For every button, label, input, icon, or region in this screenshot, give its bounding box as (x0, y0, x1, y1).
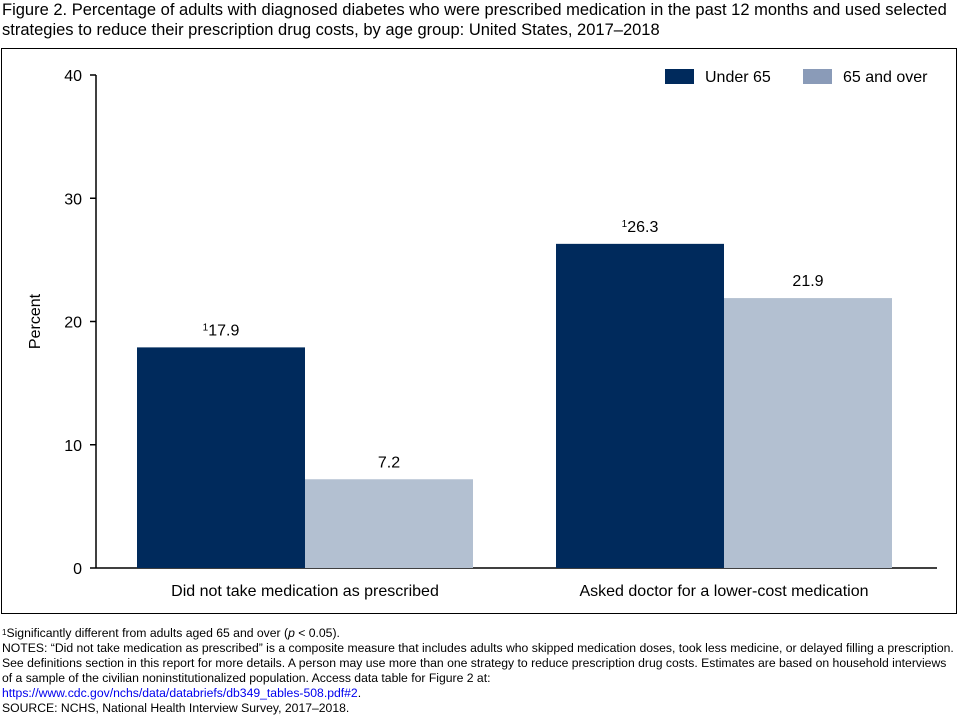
significance-marker: 1 (203, 322, 209, 333)
legend-swatch (803, 69, 832, 84)
y-tick-label: 40 (64, 68, 82, 85)
figure-title: Figure 2. Percentage of adults with diag… (2, 1, 947, 39)
significance-marker: 1 (2, 628, 7, 637)
bar-65-and-over (724, 298, 892, 568)
data-label: 7.2 (378, 454, 400, 471)
y-axis-title: Percent (27, 293, 44, 349)
x-category-label: Did not take medication as prescribed (171, 583, 439, 600)
significance-text: Significantly different from adults aged… (6, 626, 289, 640)
bar-65-and-over (305, 479, 473, 568)
significance-note: 1Significantly different from adults age… (2, 626, 957, 641)
source-note: SOURCE: NCHS, National Health Interview … (2, 701, 350, 715)
y-tick-label: 20 (64, 315, 82, 332)
legend-label: 65 and over (843, 69, 928, 86)
data-label: 126.3 (622, 219, 659, 236)
bar-under-65 (137, 347, 305, 568)
notes-text: NOTES: “Did not take medication as presc… (2, 641, 954, 685)
data-label: 117.9 (203, 322, 240, 339)
data-value: 17.9 (208, 322, 239, 339)
legend-label: Under 65 (705, 69, 771, 86)
chart-frame: 0 10 20 30 40 Percent 117.9 7.2 Did not take med… (1, 48, 957, 614)
notes: NOTES: “Did not take medication as presc… (2, 641, 957, 701)
data-label: 21.9 (792, 273, 823, 290)
significance-tail: < 0.05). (294, 626, 340, 640)
y-tick-label: 10 (64, 438, 82, 455)
significance-marker: 1 (622, 219, 628, 230)
x-category-label: Asked doctor for a lower-cost medication (579, 583, 868, 600)
bar-under-65 (556, 243, 724, 569)
y-tick-label: 0 (73, 561, 82, 578)
link-tail: . (357, 686, 362, 700)
y-tick-label: 30 (64, 191, 82, 208)
p-symbol: p (288, 626, 295, 640)
footnotes: 1Significantly different from adults age… (2, 626, 957, 716)
legend-swatch (665, 69, 694, 84)
data-table-link[interactable]: https://www.cdc.gov/nchs/data/databriefs… (2, 686, 358, 700)
data-value: 26.3 (627, 219, 658, 236)
